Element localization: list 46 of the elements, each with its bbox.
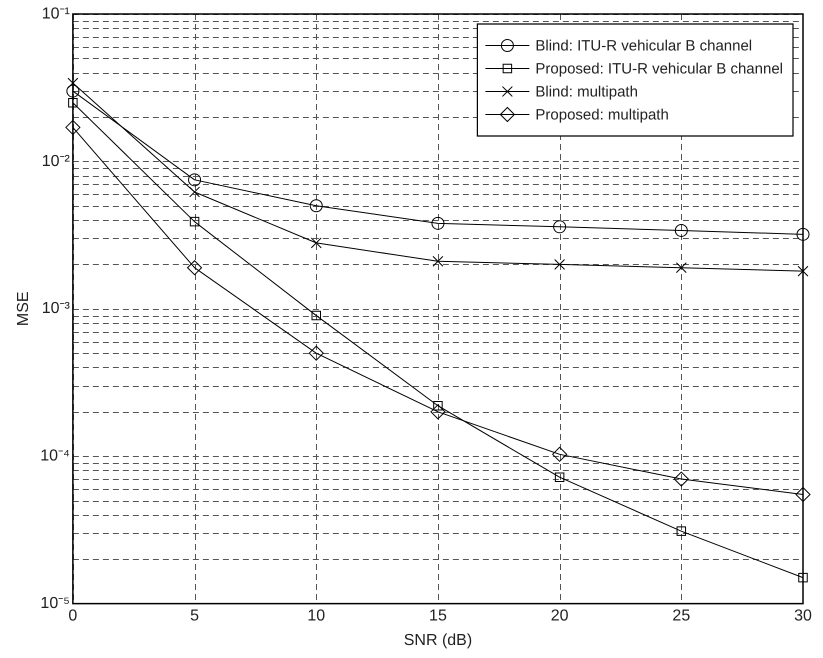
- point: [676, 526, 686, 536]
- point: [187, 260, 202, 276]
- legend-label: Blind: ITU-R vehicular B channel: [535, 38, 752, 55]
- point: [554, 472, 564, 482]
- point: [552, 446, 568, 462]
- point: [796, 486, 810, 502]
- legend-label: Proposed: ITU-R vehicular B channel: [535, 60, 784, 78]
- point: [676, 262, 687, 274]
- point: [674, 224, 688, 237]
- point: [554, 258, 566, 270]
- point: [553, 220, 566, 234]
- point: [432, 256, 444, 267]
- y-tick-label: 10⁻¹: [42, 5, 70, 22]
- y-tick-label: 10⁻⁵: [40, 595, 70, 612]
- point: [308, 346, 324, 361]
- x-tick-label: 30: [794, 608, 812, 625]
- point: [65, 120, 80, 135]
- point: [431, 216, 444, 230]
- y-tick-label: 10⁻³: [42, 300, 71, 318]
- y-tick-label: 10⁻⁴: [40, 448, 70, 465]
- point: [188, 173, 202, 186]
- legend-label: Blind: multipath: [535, 84, 638, 101]
- point: [189, 186, 200, 198]
- point: [66, 84, 80, 98]
- point: [433, 400, 443, 410]
- x-tick-label: 20: [550, 608, 569, 625]
- x-tick-label: 5: [190, 608, 200, 625]
- legend-label: Proposed: multipath: [535, 106, 669, 124]
- x-tick-label: 0: [68, 608, 78, 625]
- point: [796, 228, 810, 241]
- point: [798, 266, 808, 277]
- point: [312, 310, 321, 320]
- y-tick-label: 10⁻²: [42, 152, 71, 170]
- point: [798, 572, 808, 582]
- point: [310, 237, 322, 248]
- point: [430, 404, 446, 420]
- point: [674, 472, 689, 487]
- point: [310, 199, 323, 212]
- x-tick-label: 10: [307, 608, 326, 625]
- x-tick-label: 25: [672, 608, 690, 625]
- point: [68, 98, 78, 108]
- x-axis-title: SNR (dB): [404, 632, 472, 649]
- point: [190, 216, 200, 226]
- point: [67, 78, 78, 89]
- x-tick-label: 15: [429, 608, 447, 625]
- y-axis-title: MSE: [15, 291, 32, 326]
